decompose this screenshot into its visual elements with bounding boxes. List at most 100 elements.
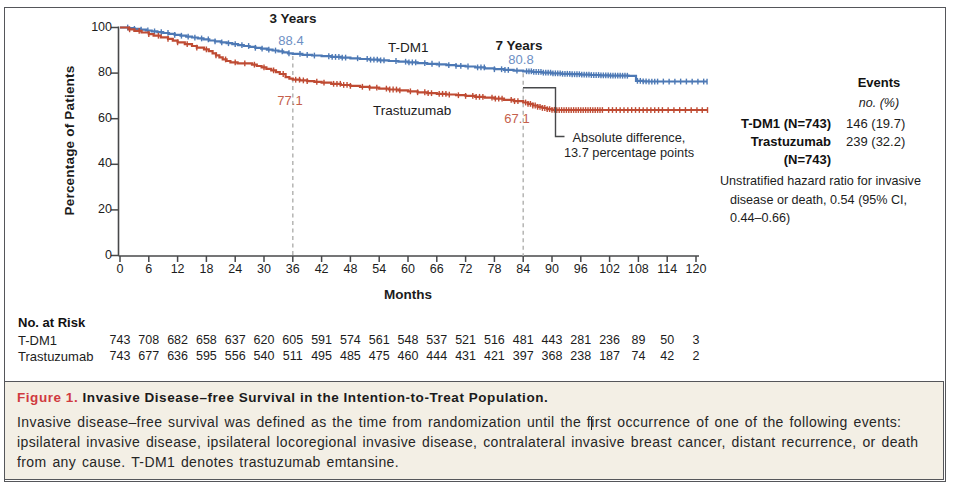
events-row1-value: 146 (19.7) (846, 116, 936, 131)
caption-body-line3: from any cause. T-DM1 denotes trastuzuma… (17, 452, 942, 472)
risk-value: 556 (219, 349, 251, 363)
events-row2-label: Trastuzumab (700, 134, 831, 149)
risk-value: 431 (450, 349, 482, 363)
text-cursor (591, 417, 592, 430)
risk-value: 595 (190, 349, 222, 363)
x-tick-label-54: 54 (364, 262, 394, 276)
risk-value: 561 (363, 333, 395, 347)
hazard-ratio-note: Unstratified hazard ratio for invasive d… (720, 172, 950, 228)
risk-value: 368 (536, 349, 568, 363)
events-row1-label: T-DM1 (N=743) (700, 116, 831, 131)
risk-value: 187 (594, 349, 626, 363)
x-tick-label-102: 102 (595, 262, 625, 276)
annotation-7-years: 7 Years (474, 38, 564, 53)
events-row2-value: 239 (32.2) (846, 134, 936, 149)
x-tick-label-120: 120 (681, 262, 711, 276)
x-tick-label-78: 78 (479, 262, 509, 276)
risk-value: 460 (392, 349, 424, 363)
risk-value: 281 (565, 333, 597, 347)
risk-value: 574 (334, 333, 366, 347)
risk-value: 397 (507, 349, 539, 363)
risk-value: 708 (133, 333, 165, 347)
x-tick-label-18: 18 (191, 262, 221, 276)
x-tick-label-48: 48 (335, 262, 365, 276)
risk-value: 485 (334, 349, 366, 363)
y-tick-label-20: 20 (70, 202, 112, 216)
x-tick-label-30: 30 (249, 262, 279, 276)
caption-heading: Figure 1. Invasive Disease–free Survival… (17, 390, 937, 405)
risk-value: 236 (594, 333, 626, 347)
risk-value: 2 (680, 349, 712, 363)
absolute-difference-callout: Absolute difference, 13.7 percentage poi… (558, 130, 700, 160)
hazard-note-line1: Unstratified hazard ratio for invasive (720, 172, 950, 191)
risk-value: 743 (104, 349, 136, 363)
events-header: Events (843, 75, 915, 90)
y-tick-label-80: 80 (70, 65, 112, 79)
caption-body-line1: Invasive disease–free survival was defin… (17, 412, 942, 432)
risk-value: 481 (507, 333, 539, 347)
x-tick-label-60: 60 (393, 262, 423, 276)
x-tick-label-84: 84 (508, 262, 538, 276)
risk-value: 238 (565, 349, 597, 363)
risk-value: 443 (536, 333, 568, 347)
risk-value: 743 (104, 333, 136, 347)
risk-value: 475 (363, 349, 395, 363)
callout-line2: 13.7 percentage points (558, 145, 700, 160)
risk-value: 50 (651, 333, 683, 347)
risk-value: 511 (277, 349, 309, 363)
x-axis-title: Months (368, 287, 448, 302)
figure-panel: Percentage of Patients Months 3 Years 88… (0, 0, 954, 488)
annotation-3-years: 3 Years (248, 11, 338, 26)
hazard-note-line3: 0.44–0.66) (720, 209, 950, 228)
risk-value: 89 (622, 333, 654, 347)
x-tick-label-96: 96 (566, 262, 596, 276)
series-label-tdm1: T-DM1 (388, 40, 429, 55)
risk-value: 636 (162, 349, 194, 363)
risk-value: 591 (306, 333, 338, 347)
risk-value: 516 (478, 333, 510, 347)
caption-title: Invasive Disease–free Survival in the In… (83, 390, 549, 405)
events-subheader: no. (%) (843, 96, 915, 110)
risk-value: 421 (478, 349, 510, 363)
hazard-note-line2: disease or death, 0.54 (95% CI, (720, 191, 950, 210)
annotation-7yr-tras-value: 67.1 (487, 111, 547, 126)
risk-row-tras-label: Trastuzumab (18, 349, 93, 364)
x-tick-label-36: 36 (278, 262, 308, 276)
annotation-3yr-tdm1-value: 88.4 (261, 33, 321, 48)
x-tick-label-12: 12 (163, 262, 193, 276)
x-tick-label-42: 42 (307, 262, 337, 276)
x-tick-label-24: 24 (220, 262, 250, 276)
risk-value: 540 (248, 349, 280, 363)
y-tick-label-0: 0 (70, 248, 112, 262)
risk-value: 637 (219, 333, 251, 347)
events-panel: Events no. (%) T-DM1 (N=743) 146 (19.7) … (700, 70, 950, 230)
risk-value: 620 (248, 333, 280, 347)
caption-figure-label: Figure 1. (17, 390, 78, 405)
x-tick-label-0: 0 (105, 262, 135, 276)
x-tick-label-72: 72 (451, 262, 481, 276)
series-label-trastuzumab: Trastuzumab (373, 103, 451, 118)
risk-value: 548 (392, 333, 424, 347)
risk-value: 677 (133, 349, 165, 363)
y-tick-label-60: 60 (70, 111, 112, 125)
x-tick-label-90: 90 (537, 262, 567, 276)
y-tick-label-100: 100 (70, 20, 112, 34)
caption-body-line2: ipsilateral invasive disease, ipsilatera… (17, 432, 942, 452)
callout-line1: Absolute difference, (558, 130, 700, 145)
risk-value: 42 (651, 349, 683, 363)
risk-value: 605 (277, 333, 309, 347)
risk-table-header: No. at Risk (18, 315, 85, 330)
x-tick-label-114: 114 (652, 262, 682, 276)
x-tick-label-108: 108 (623, 262, 653, 276)
risk-row-tdm1-label: T-DM1 (18, 333, 57, 348)
annotation-3yr-tras-value: 77.1 (260, 93, 320, 108)
annotation-7yr-tdm1-value: 80.8 (491, 52, 551, 67)
risk-value: 495 (306, 349, 338, 363)
risk-value: 74 (622, 349, 654, 363)
x-tick-label-66: 66 (422, 262, 452, 276)
risk-value: 682 (162, 333, 194, 347)
risk-value: 537 (421, 333, 453, 347)
risk-value: 444 (421, 349, 453, 363)
risk-value: 658 (190, 333, 222, 347)
risk-value: 521 (450, 333, 482, 347)
